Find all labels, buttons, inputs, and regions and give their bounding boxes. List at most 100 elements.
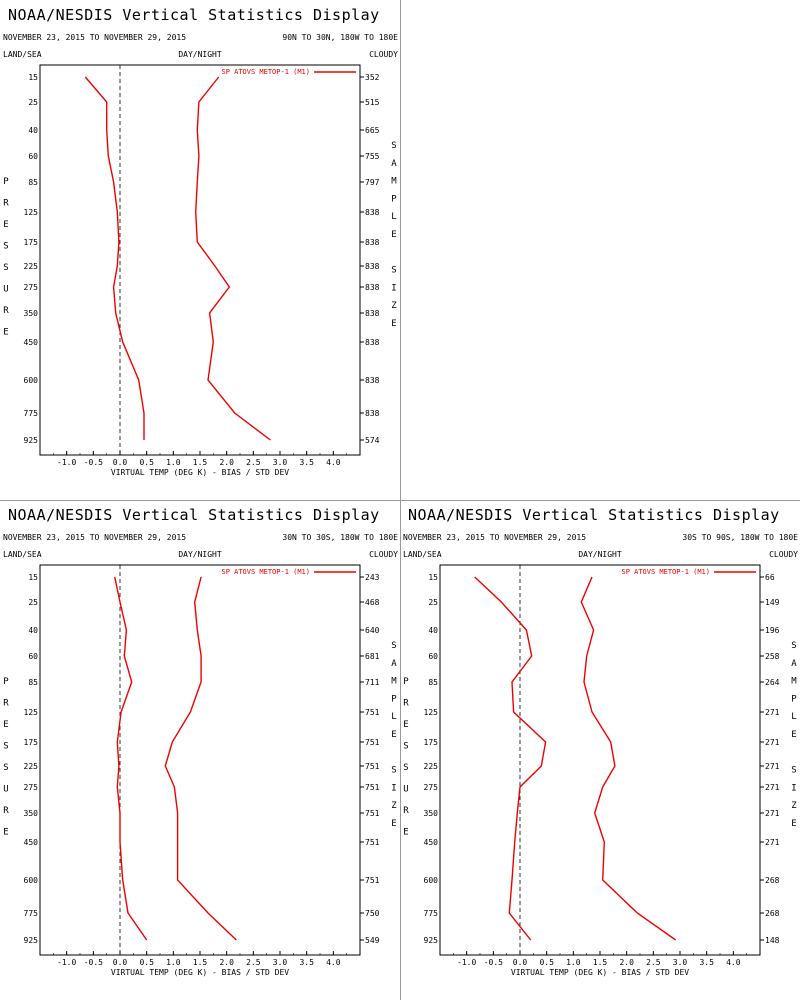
x-tick-label: 2.0 [619, 958, 634, 967]
pressure-level-label: 85 [28, 178, 38, 187]
sample-size-axis-letter: Z [391, 301, 397, 311]
day-night-label: DAY/NIGHT [178, 50, 222, 59]
pressure-axis-letter: U [3, 785, 8, 795]
sample-size-label: 751 [365, 762, 380, 771]
sample-size-label: 352 [365, 73, 380, 82]
pressure-level-label: 60 [28, 652, 38, 661]
pressure-level-label: 600 [424, 876, 439, 885]
sample-size-label: 640 [365, 626, 380, 635]
pressure-axis-letter: E [403, 828, 408, 838]
plot-frame [439, 564, 761, 956]
sample-size-axis-letter: S [791, 641, 796, 651]
land-sea-label: LAND/SEA [3, 50, 42, 59]
pressure-level-label: 125 [24, 208, 39, 217]
sample-size-axis-letter: I [791, 783, 796, 793]
plot-frame [39, 64, 361, 456]
cloudy-label: CLOUDY [369, 50, 398, 59]
sample-size-axis-letter: E [391, 730, 396, 740]
pressure-level-label: 60 [428, 652, 438, 661]
sample-size-axis-letter: M [791, 677, 797, 687]
x-tick-label: 1.5 [193, 458, 208, 467]
sample-size-label: 243 [365, 573, 380, 582]
sample-size-label: 574 [365, 436, 380, 445]
pressure-axis-letter: R [3, 806, 9, 816]
sample-size-label: 66 [765, 573, 775, 582]
pressure-axis-letter: E [3, 328, 8, 338]
sample-size-label: 751 [365, 738, 380, 747]
pressure-level-label: 225 [24, 262, 39, 271]
sample-size-label: 264 [765, 678, 780, 687]
sample-size-label: 271 [765, 762, 780, 771]
date-range: NOVEMBER 23, 2015 TO NOVEMBER 29, 2015 [3, 33, 186, 42]
pressure-level-label: 225 [24, 762, 39, 771]
stats-panel-north: NOAA/NESDIS Vertical Statistics Display N… [0, 0, 400, 500]
region-label: 30S TO 90S, 180W TO 180E [682, 533, 798, 542]
sample-size-axis-letter: M [391, 177, 397, 187]
chart-title: NOAA/NESDIS Vertical Statistics Display [408, 506, 780, 524]
pressure-axis-letter: P [3, 177, 9, 187]
sample-size-axis-letter: I [391, 783, 396, 793]
x-axis-label: VIRTUAL TEMP (DEG K) - BIAS / STD DEV [111, 968, 289, 977]
sample-size-label: 549 [365, 936, 380, 945]
bias-line [474, 576, 547, 941]
pressure-level-label: 925 [24, 436, 39, 445]
pressure-axis-letter: S [3, 763, 8, 773]
x-tick-label: 0.0 [113, 958, 128, 967]
sample-size-axis-letter: A [391, 659, 397, 669]
sample-size-label: 755 [365, 152, 380, 161]
sample-size-label: 665 [365, 126, 380, 135]
sample-size-label: 196 [765, 626, 780, 635]
sample-size-axis-letter: S [391, 141, 396, 151]
pressure-level-label: 450 [24, 838, 39, 847]
pressure-level-label: 85 [28, 678, 38, 687]
region-label: 30N TO 30S, 180W TO 180E [282, 533, 398, 542]
sample-size-label: 258 [765, 652, 780, 661]
pressure-level-label: 350 [24, 809, 39, 818]
sample-size-axis-letter: Z [791, 801, 797, 811]
pressure-level-label: 125 [424, 708, 439, 717]
pressure-level-label: 60 [28, 152, 38, 161]
pressure-level-label: 25 [28, 598, 38, 607]
vertical-stats-chart: NOAA/NESDIS Vertical Statistics Display N… [3, 6, 398, 477]
pressure-level-label: 775 [424, 909, 439, 918]
pressure-level-label: 25 [428, 598, 438, 607]
sample-size-axis-letter: A [791, 659, 797, 669]
sample-size-label: 268 [765, 876, 780, 885]
sample-size-axis-letter: E [391, 319, 396, 329]
stats-panel-tropics: NOAA/NESDIS Vertical Statistics Display N… [0, 500, 400, 1000]
date-range: NOVEMBER 23, 2015 TO NOVEMBER 29, 2015 [3, 533, 186, 542]
sample-size-label: 797 [365, 178, 380, 187]
x-tick-label: 1.0 [166, 958, 181, 967]
pressure-axis-letter: S [3, 242, 8, 252]
sample-size-axis-letter: P [391, 694, 397, 704]
sample-size-axis-letter: L [391, 212, 396, 222]
sample-size-axis-letter: S [391, 766, 396, 776]
pressure-axis-letter: E [3, 828, 8, 838]
pressure-level-label: 175 [424, 738, 439, 747]
pressure-level-label: 350 [24, 309, 39, 318]
pressure-axis-letter: S [403, 742, 408, 752]
legend-label: SP ATOVS METOP-1 (M1) [221, 568, 310, 576]
x-tick-label: -1.0 [57, 458, 76, 467]
sample-size-label: 751 [365, 708, 380, 717]
pressure-level-label: 600 [24, 876, 39, 885]
sample-size-label: 468 [365, 598, 380, 607]
sample-size-label: 750 [365, 909, 380, 918]
x-tick-label: 2.0 [219, 958, 234, 967]
x-tick-label: 3.0 [673, 958, 688, 967]
sample-size-axis-letter: P [791, 694, 797, 704]
pressure-level-label: 775 [24, 909, 39, 918]
x-tick-label: 3.5 [299, 458, 314, 467]
vertical-stats-chart: NOAA/NESDIS Vertical Statistics Display N… [403, 506, 798, 977]
x-tick-label: 2.5 [646, 958, 661, 967]
sample-size-label: 838 [365, 238, 380, 247]
pressure-axis-letter: E [3, 220, 8, 230]
pressure-axis-letter: R [403, 806, 409, 816]
x-tick-label: 2.0 [219, 458, 234, 467]
sample-size-label: 838 [365, 376, 380, 385]
sample-size-label: 751 [365, 876, 380, 885]
sample-size-label: 149 [765, 598, 780, 607]
sample-size-label: 271 [765, 809, 780, 818]
bottom-vertical-divider [400, 500, 401, 1000]
pressure-axis-letter: U [403, 785, 408, 795]
